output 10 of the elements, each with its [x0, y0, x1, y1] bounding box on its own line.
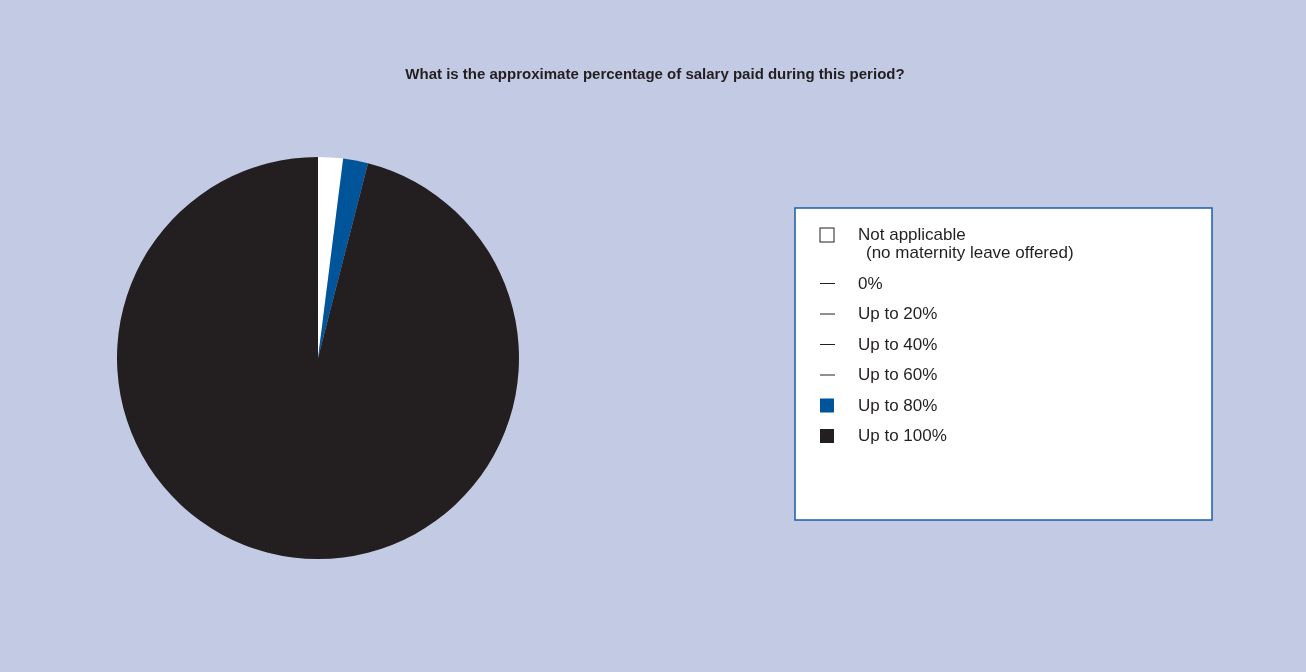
chart-title: What is the approximate percentage of salary paid during this period?: [405, 65, 905, 82]
pie-slice: [117, 157, 519, 559]
legend-label: 0%: [858, 273, 883, 293]
legend-label: Up to 60%: [858, 365, 938, 384]
pie-slice: [318, 158, 368, 358]
legend-label: Not applicable (no maternity leave offered): [858, 225, 1074, 262]
legend-label: Up to 100%: [858, 426, 947, 445]
legend-label: Up to 20%: [858, 304, 938, 323]
legend-label: Up to 80%: [858, 395, 938, 415]
legend-label: Up to 40%: [858, 334, 938, 354]
